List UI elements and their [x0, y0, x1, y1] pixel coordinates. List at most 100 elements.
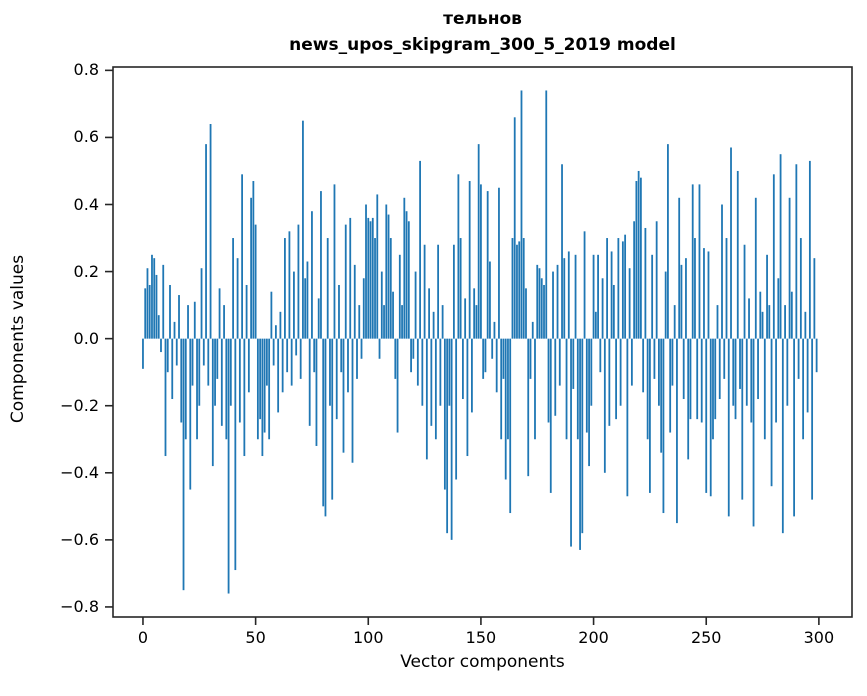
- bar: [619, 338, 622, 406]
- plot-area-border: [112, 66, 853, 618]
- bar: [385, 204, 388, 339]
- bar: [498, 187, 500, 339]
- bar: [594, 311, 597, 339]
- bar: [320, 191, 322, 339]
- bar: [315, 338, 318, 446]
- bar: [775, 338, 777, 423]
- bar: [178, 295, 180, 339]
- bar: [175, 338, 178, 366]
- bar: [642, 338, 645, 393]
- bar: [556, 264, 559, 339]
- x-tick-label: 150: [465, 628, 497, 647]
- bar: [732, 338, 735, 406]
- bar: [725, 238, 728, 339]
- bar: [333, 184, 336, 339]
- bar: [624, 234, 627, 339]
- bar: [721, 204, 723, 339]
- bar: [394, 338, 397, 379]
- bar: [784, 305, 786, 339]
- bar: [302, 120, 304, 339]
- bar: [687, 338, 690, 460]
- bar: [606, 238, 608, 339]
- bar: [441, 305, 444, 339]
- bar: [689, 338, 692, 420]
- bar: [673, 305, 676, 339]
- bar: [761, 311, 764, 339]
- bar: [475, 305, 478, 339]
- bar: [430, 338, 433, 426]
- bar: [511, 238, 514, 339]
- bar: [655, 221, 658, 339]
- bar: [160, 338, 162, 353]
- bar: [583, 231, 586, 339]
- bar: [146, 268, 149, 339]
- bars-layer: [142, 90, 818, 594]
- bar: [799, 238, 802, 339]
- bar: [736, 170, 739, 339]
- bar: [489, 261, 491, 339]
- bar: [727, 338, 730, 517]
- bar: [676, 338, 678, 524]
- bar: [389, 238, 392, 339]
- bar: [518, 241, 521, 339]
- bar: [387, 214, 390, 339]
- bar: [486, 191, 489, 339]
- bar: [207, 338, 210, 386]
- x-tick-label: 200: [578, 628, 609, 647]
- bar: [603, 338, 606, 473]
- bar: [191, 338, 194, 386]
- bar: [306, 261, 309, 339]
- bar: [297, 224, 300, 339]
- y-tick-label: 0.2: [73, 261, 99, 281]
- bar: [347, 338, 349, 393]
- bar: [531, 321, 534, 339]
- bar: [565, 338, 568, 440]
- bar: [561, 164, 563, 339]
- bar: [759, 291, 762, 339]
- bar: [579, 338, 581, 550]
- bar: [202, 338, 205, 366]
- bar: [793, 338, 795, 517]
- bar: [187, 305, 189, 339]
- bar: [547, 338, 550, 423]
- bar: [685, 258, 687, 339]
- bar: [750, 338, 753, 423]
- bar: [157, 315, 160, 339]
- bar: [396, 338, 399, 433]
- x-tick-label: 100: [352, 628, 384, 647]
- bar: [471, 338, 473, 413]
- bar: [443, 338, 446, 490]
- bar: [349, 217, 352, 339]
- bar: [356, 338, 358, 379]
- bar: [295, 338, 298, 356]
- bar: [563, 258, 566, 339]
- y-tick-label: 0.0: [73, 328, 99, 348]
- bar: [734, 338, 737, 420]
- bar: [198, 338, 201, 406]
- bar: [362, 278, 365, 339]
- bar: [398, 254, 401, 339]
- bar: [718, 338, 721, 400]
- bar: [576, 338, 579, 440]
- bar: [279, 311, 282, 339]
- bar: [419, 160, 421, 339]
- bar: [770, 338, 773, 487]
- x-tick-label: 0: [137, 628, 149, 647]
- bar: [493, 321, 496, 339]
- bar: [599, 338, 602, 373]
- bar: [552, 271, 554, 339]
- bar: [457, 174, 460, 339]
- bar: [703, 248, 705, 339]
- bar: [304, 278, 307, 339]
- bar: [189, 338, 192, 490]
- bar: [182, 338, 185, 591]
- bar: [329, 338, 331, 406]
- bar: [790, 291, 793, 339]
- bar: [691, 184, 694, 339]
- bar: [308, 338, 311, 426]
- bar: [558, 338, 561, 386]
- bar: [412, 338, 415, 359]
- bar: [229, 338, 232, 406]
- bar: [171, 338, 174, 400]
